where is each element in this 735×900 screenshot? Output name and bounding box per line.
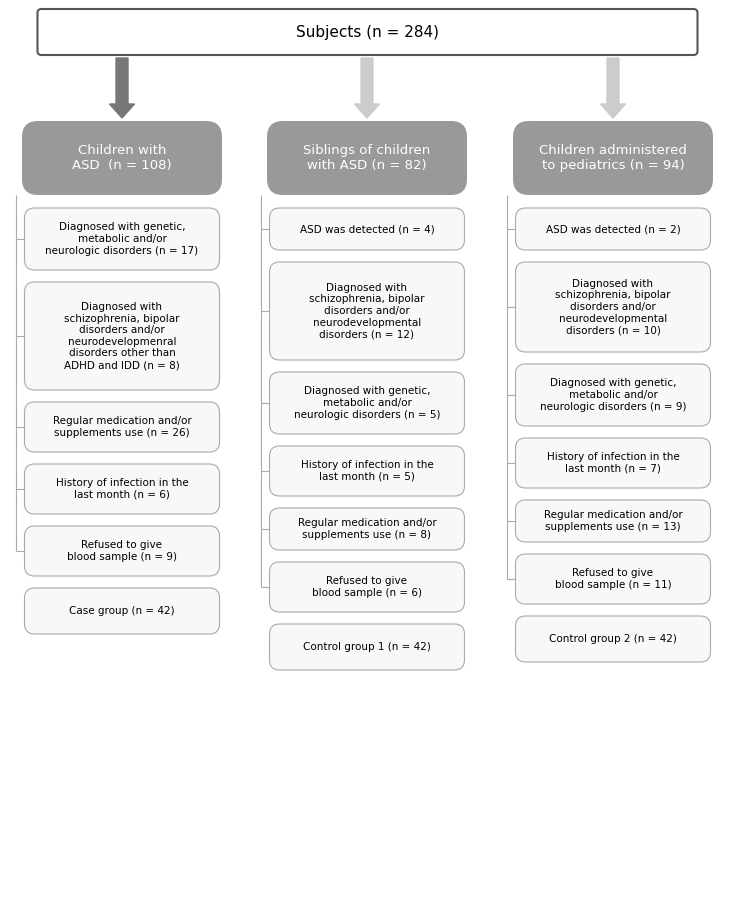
- Text: Diagnosed with
schizophrenia, bipolar
disorders and/or
neurodevelopmental
disord: Diagnosed with schizophrenia, bipolar di…: [555, 279, 671, 335]
- Polygon shape: [110, 58, 135, 118]
- Text: History of infection in the
last month (n = 6): History of infection in the last month (…: [56, 478, 188, 500]
- Text: Refused to give
blood sample (n = 9): Refused to give blood sample (n = 9): [67, 540, 177, 562]
- FancyBboxPatch shape: [22, 121, 222, 195]
- FancyBboxPatch shape: [515, 364, 711, 426]
- FancyBboxPatch shape: [270, 372, 465, 434]
- FancyBboxPatch shape: [515, 262, 711, 352]
- Text: Children with
ASD  (n = 108): Children with ASD (n = 108): [72, 144, 172, 172]
- Text: Regular medication and/or
supplements use (n = 13): Regular medication and/or supplements us…: [544, 510, 682, 532]
- FancyBboxPatch shape: [267, 121, 467, 195]
- Text: Control group 1 (n = 42): Control group 1 (n = 42): [303, 642, 431, 652]
- Text: Case group (n = 42): Case group (n = 42): [69, 606, 175, 616]
- Text: Diagnosed with
schizophrenia, bipolar
disorders and/or
neurodevelopmental
disord: Diagnosed with schizophrenia, bipolar di…: [309, 283, 425, 339]
- FancyBboxPatch shape: [270, 508, 465, 550]
- FancyBboxPatch shape: [24, 282, 220, 390]
- FancyBboxPatch shape: [515, 616, 711, 662]
- FancyBboxPatch shape: [270, 208, 465, 250]
- Polygon shape: [354, 58, 379, 118]
- FancyBboxPatch shape: [37, 9, 698, 55]
- FancyBboxPatch shape: [270, 624, 465, 670]
- Polygon shape: [600, 58, 625, 118]
- FancyBboxPatch shape: [24, 208, 220, 270]
- FancyBboxPatch shape: [270, 446, 465, 496]
- FancyBboxPatch shape: [24, 402, 220, 452]
- Text: Diagnosed with genetic,
metabolic and/or
neurologic disorders (n = 17): Diagnosed with genetic, metabolic and/or…: [46, 222, 198, 256]
- FancyBboxPatch shape: [515, 208, 711, 250]
- Text: History of infection in the
last month (n = 5): History of infection in the last month (…: [301, 460, 434, 482]
- FancyBboxPatch shape: [24, 526, 220, 576]
- Text: Refused to give
blood sample (n = 11): Refused to give blood sample (n = 11): [555, 568, 671, 590]
- FancyBboxPatch shape: [515, 500, 711, 542]
- Text: Diagnosed with
schizophrenia, bipolar
disorders and/or
neurodevelopmenral
disord: Diagnosed with schizophrenia, bipolar di…: [64, 302, 180, 370]
- FancyBboxPatch shape: [513, 121, 713, 195]
- Text: Regular medication and/or
supplements use (n = 26): Regular medication and/or supplements us…: [53, 416, 191, 437]
- FancyBboxPatch shape: [270, 562, 465, 612]
- Text: ASD was detected (n = 4): ASD was detected (n = 4): [300, 224, 434, 234]
- FancyBboxPatch shape: [24, 588, 220, 634]
- Text: History of infection in the
last month (n = 7): History of infection in the last month (…: [547, 452, 679, 473]
- Text: Control group 2 (n = 42): Control group 2 (n = 42): [549, 634, 677, 644]
- Text: Children administered
to pediatrics (n = 94): Children administered to pediatrics (n =…: [539, 144, 687, 172]
- FancyBboxPatch shape: [515, 554, 711, 604]
- Text: Subjects (n = 284): Subjects (n = 284): [296, 24, 439, 40]
- FancyBboxPatch shape: [24, 464, 220, 514]
- Text: Diagnosed with genetic,
metabolic and/or
neurologic disorders (n = 5): Diagnosed with genetic, metabolic and/or…: [294, 386, 440, 419]
- Text: Diagnosed with genetic,
metabolic and/or
neurologic disorders (n = 9): Diagnosed with genetic, metabolic and/or…: [539, 378, 686, 411]
- Text: Siblings of children
with ASD (n = 82): Siblings of children with ASD (n = 82): [304, 144, 431, 172]
- FancyBboxPatch shape: [270, 262, 465, 360]
- Text: Regular medication and/or
supplements use (n = 8): Regular medication and/or supplements us…: [298, 518, 437, 540]
- Text: ASD was detected (n = 2): ASD was detected (n = 2): [545, 224, 681, 234]
- FancyBboxPatch shape: [515, 438, 711, 488]
- Text: Refused to give
blood sample (n = 6): Refused to give blood sample (n = 6): [312, 576, 422, 598]
